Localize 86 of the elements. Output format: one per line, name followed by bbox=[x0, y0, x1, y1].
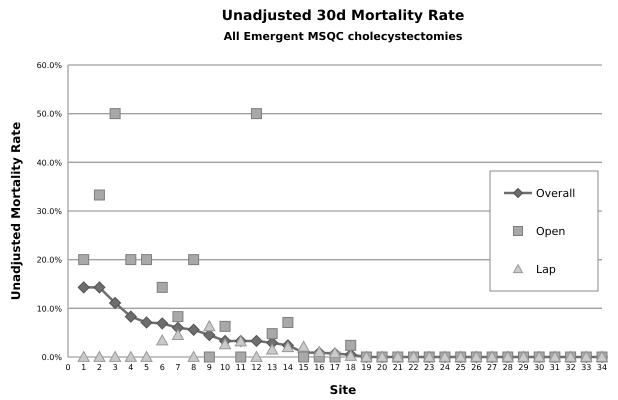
x-tick-label: 27 bbox=[486, 363, 498, 372]
x-tick-label: 4 bbox=[128, 363, 134, 372]
chart-subtitle: All Emergent MSQC cholecystectomies bbox=[224, 30, 463, 43]
x-tick-label: 7 bbox=[175, 363, 180, 372]
point bbox=[93, 351, 106, 362]
x-tick-label: 34 bbox=[596, 363, 608, 372]
y-tick-label: 20.0% bbox=[36, 256, 62, 265]
x-tick-label: 28 bbox=[502, 363, 513, 372]
point bbox=[250, 351, 262, 362]
point bbox=[109, 296, 122, 309]
y-tick-label: 50.0% bbox=[36, 110, 62, 119]
chart-title: Unadjusted 30d Mortality Rate bbox=[222, 8, 464, 24]
x-axis-title: Site bbox=[330, 383, 356, 397]
legend-label: Lap bbox=[536, 263, 556, 276]
point bbox=[219, 338, 232, 350]
y-tick-label: 10.0% bbox=[36, 304, 62, 314]
x-tick-label: 10 bbox=[220, 363, 230, 372]
point bbox=[156, 317, 168, 330]
point bbox=[188, 254, 200, 266]
point bbox=[298, 352, 310, 362]
x-tick-label: 8 bbox=[191, 363, 196, 372]
x-tick-label: 11 bbox=[236, 363, 246, 372]
x-tick-label: 13 bbox=[267, 363, 278, 372]
x-tick-label: 24 bbox=[440, 363, 450, 372]
point bbox=[94, 189, 105, 200]
point bbox=[124, 351, 137, 362]
point bbox=[188, 324, 200, 336]
x-tick-label: 14 bbox=[282, 363, 293, 372]
y-tick-label: 60.0% bbox=[36, 61, 62, 70]
x-tick-label: 16 bbox=[314, 363, 324, 372]
point bbox=[110, 108, 121, 120]
point bbox=[204, 352, 215, 362]
x-tick-label: 23 bbox=[424, 363, 434, 372]
point bbox=[282, 316, 294, 328]
point bbox=[109, 351, 122, 362]
x-tick-label: 1 bbox=[81, 363, 86, 372]
x-tick-label: 22 bbox=[408, 363, 419, 372]
point bbox=[78, 281, 90, 294]
x-tick-label: 32 bbox=[565, 363, 576, 372]
y-tick-label: 30.0% bbox=[36, 207, 62, 216]
point bbox=[93, 281, 106, 294]
y-tick-label: 0.0% bbox=[42, 353, 62, 362]
x-tick-label: 26 bbox=[471, 363, 482, 372]
x-tick-label: 17 bbox=[330, 363, 340, 372]
x-tick-label: 21 bbox=[392, 363, 403, 372]
x-tick-label: 30 bbox=[534, 363, 544, 372]
x-tick-label: 15 bbox=[298, 363, 309, 372]
point bbox=[250, 108, 262, 120]
legend-label: Open bbox=[536, 225, 566, 238]
x-tick-label: 19 bbox=[361, 363, 372, 372]
y-tick-label: 40.0% bbox=[36, 158, 62, 168]
point bbox=[250, 334, 262, 347]
point bbox=[140, 351, 153, 362]
x-tick-label: 33 bbox=[581, 363, 592, 372]
point bbox=[78, 351, 90, 362]
point bbox=[220, 320, 231, 332]
x-tick-label: 20 bbox=[377, 363, 388, 372]
point bbox=[172, 311, 184, 322]
x-tick-label: 6 bbox=[160, 363, 165, 372]
point bbox=[78, 254, 90, 266]
point bbox=[203, 320, 216, 332]
y-axis-title: Unadjusted Mortality Rate bbox=[9, 122, 23, 300]
x-tick-label: 9 bbox=[206, 363, 212, 372]
x-tick-label: 31 bbox=[550, 363, 560, 372]
x-tick-label: 5 bbox=[144, 363, 150, 372]
point bbox=[266, 344, 278, 355]
x-tick-label: 29 bbox=[518, 363, 529, 372]
x-tick-label: 25 bbox=[456, 363, 466, 372]
point bbox=[156, 334, 168, 346]
x-tick-label: 18 bbox=[346, 363, 356, 372]
point bbox=[345, 340, 356, 351]
x-tick-label: 0 bbox=[65, 363, 71, 372]
x-tick-label: 2 bbox=[96, 363, 102, 372]
point bbox=[266, 328, 278, 340]
point bbox=[298, 340, 310, 352]
point bbox=[188, 351, 200, 362]
legend-label: Overall bbox=[536, 187, 576, 200]
point bbox=[124, 310, 137, 323]
point bbox=[141, 254, 152, 266]
point bbox=[125, 254, 136, 266]
x-tick-label: 3 bbox=[112, 363, 118, 372]
point bbox=[156, 282, 168, 293]
point bbox=[140, 316, 153, 328]
point bbox=[235, 352, 246, 362]
x-tick-label: 12 bbox=[251, 363, 262, 372]
point bbox=[172, 329, 184, 340]
